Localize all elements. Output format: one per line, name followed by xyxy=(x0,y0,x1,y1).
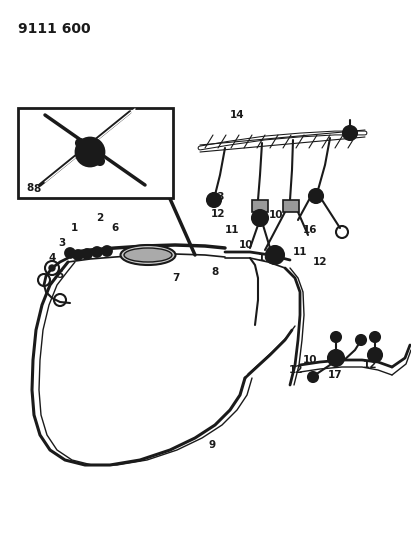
Text: 3: 3 xyxy=(58,238,66,248)
Circle shape xyxy=(76,138,104,166)
Text: 16: 16 xyxy=(303,225,317,235)
Circle shape xyxy=(49,265,55,271)
Circle shape xyxy=(368,348,382,362)
Circle shape xyxy=(92,247,102,257)
Circle shape xyxy=(82,144,98,160)
Circle shape xyxy=(343,126,357,140)
Text: 17: 17 xyxy=(328,370,342,380)
Text: 9: 9 xyxy=(208,440,215,450)
Circle shape xyxy=(266,246,284,264)
Text: 10: 10 xyxy=(269,210,283,220)
Circle shape xyxy=(96,157,104,165)
Circle shape xyxy=(211,197,217,203)
Circle shape xyxy=(332,354,340,362)
Circle shape xyxy=(65,248,75,258)
Text: 5: 5 xyxy=(56,270,64,280)
Text: 10: 10 xyxy=(239,240,253,250)
Text: 6: 6 xyxy=(111,223,119,233)
Circle shape xyxy=(309,189,323,203)
Circle shape xyxy=(356,335,366,345)
Circle shape xyxy=(207,193,221,207)
Text: 13: 13 xyxy=(211,192,225,202)
Text: 1: 1 xyxy=(70,223,78,233)
Ellipse shape xyxy=(124,248,172,262)
Circle shape xyxy=(328,350,344,366)
Circle shape xyxy=(372,352,378,358)
Text: 7: 7 xyxy=(172,273,180,283)
Text: 15: 15 xyxy=(265,253,279,263)
Circle shape xyxy=(271,251,279,259)
Circle shape xyxy=(308,372,318,382)
Text: 8: 8 xyxy=(33,184,40,194)
Text: 12: 12 xyxy=(289,365,303,375)
Text: 12: 12 xyxy=(313,257,327,267)
Text: 2: 2 xyxy=(96,213,104,223)
Text: 12: 12 xyxy=(211,209,225,219)
Bar xyxy=(283,200,299,212)
Circle shape xyxy=(331,332,341,342)
Circle shape xyxy=(73,250,83,260)
Circle shape xyxy=(370,332,380,342)
Text: 11: 11 xyxy=(293,247,307,257)
Text: 8: 8 xyxy=(26,183,34,193)
Circle shape xyxy=(256,214,264,222)
Circle shape xyxy=(347,130,353,136)
Text: 8: 8 xyxy=(211,267,219,277)
Circle shape xyxy=(102,246,112,256)
Bar xyxy=(18,108,173,198)
Circle shape xyxy=(82,249,92,259)
Text: 12: 12 xyxy=(363,360,377,370)
Text: 10: 10 xyxy=(303,355,317,365)
Circle shape xyxy=(252,210,268,226)
Text: 14: 14 xyxy=(230,110,244,120)
Circle shape xyxy=(76,139,84,147)
Text: 4: 4 xyxy=(48,253,55,263)
Text: 10: 10 xyxy=(258,253,272,263)
Bar xyxy=(252,200,268,212)
Text: 9111 600: 9111 600 xyxy=(18,22,90,36)
Text: 11: 11 xyxy=(225,225,239,235)
Ellipse shape xyxy=(120,245,175,265)
